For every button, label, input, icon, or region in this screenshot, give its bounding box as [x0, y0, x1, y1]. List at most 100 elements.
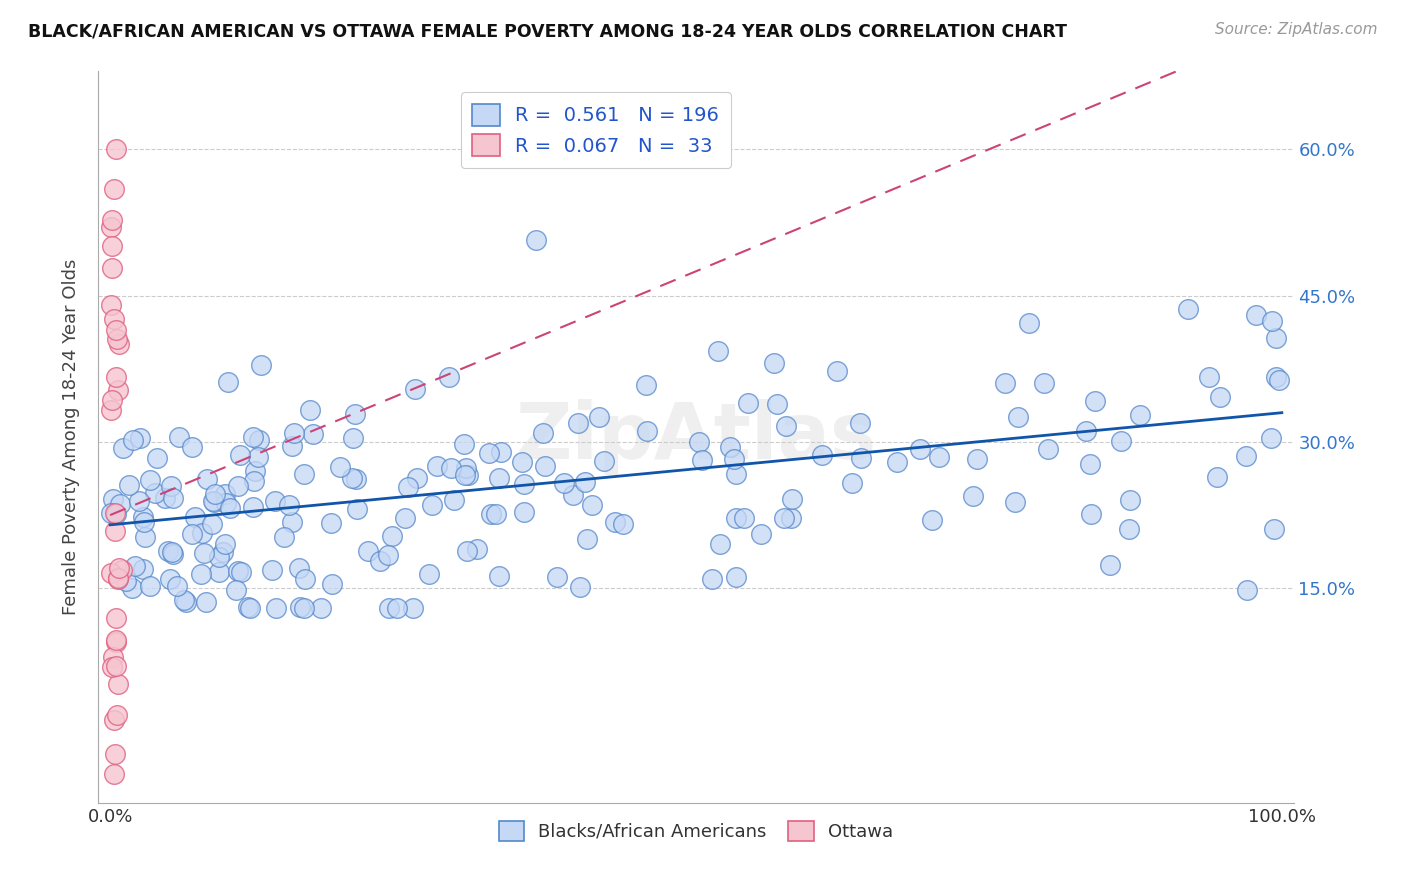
Point [107, 572, 129, 586]
Point [454, 461, 477, 475]
Point [281, 515, 304, 529]
Point [214, 537, 236, 551]
Point [531, 425, 554, 440]
Point [478, 446, 501, 460]
Point [775, 419, 797, 434]
Point [368, 554, 391, 568]
Point [1261, 314, 1284, 328]
Point [733, 511, 755, 525]
Point [1032, 376, 1054, 390]
Point [112, 441, 135, 455]
Point [288, 560, 311, 574]
Point [1004, 495, 1026, 509]
Y-axis label: Female Poverty Among 18-24 Year Olds: Female Poverty Among 18-24 Year Olds [62, 259, 80, 615]
Point [166, 579, 188, 593]
Point [101, 392, 124, 407]
Point [247, 450, 270, 464]
Point [569, 580, 592, 594]
Point [780, 511, 803, 525]
Point [1244, 308, 1267, 322]
Point [1264, 370, 1286, 384]
Point [1209, 391, 1232, 405]
Point [593, 454, 616, 468]
Point [465, 541, 488, 556]
Point [104, 610, 127, 624]
Point [1263, 522, 1285, 536]
Point [219, 501, 242, 516]
Point [491, 445, 513, 459]
Point [107, 677, 129, 691]
Point [231, 565, 253, 579]
Point [575, 532, 598, 546]
Point [700, 572, 723, 586]
Point [1109, 434, 1132, 448]
Point [225, 582, 247, 597]
Point [723, 452, 745, 467]
Point [143, 486, 166, 500]
Point [346, 501, 368, 516]
Point [243, 475, 266, 489]
Point [1129, 409, 1152, 423]
Point [245, 464, 267, 478]
Point [1098, 558, 1121, 572]
Point [457, 467, 479, 482]
Point [121, 581, 143, 595]
Point [1076, 424, 1098, 438]
Point [105, 332, 128, 346]
Point [456, 544, 478, 558]
Point [1007, 409, 1029, 424]
Point [567, 416, 589, 430]
Point [103, 506, 125, 520]
Point [229, 449, 252, 463]
Point [782, 491, 804, 506]
Point [146, 451, 169, 466]
Point [588, 409, 610, 424]
Point [1198, 370, 1220, 384]
Point [994, 376, 1017, 390]
Point [454, 468, 477, 483]
Point [484, 507, 506, 521]
Point [201, 517, 224, 532]
Point [1118, 492, 1140, 507]
Point [103, 766, 125, 780]
Point [426, 459, 449, 474]
Point [636, 378, 658, 392]
Point [488, 471, 510, 485]
Point [273, 531, 295, 545]
Point [162, 491, 184, 505]
Point [707, 343, 730, 358]
Point [420, 498, 443, 512]
Point [128, 494, 150, 508]
Point [103, 713, 125, 727]
Point [174, 595, 197, 609]
Point [160, 479, 183, 493]
Point [329, 460, 352, 475]
Point [292, 467, 315, 481]
Point [766, 397, 789, 411]
Point [512, 477, 534, 491]
Point [281, 439, 304, 453]
Point [100, 298, 122, 312]
Point [513, 505, 536, 519]
Point [479, 507, 502, 521]
Point [107, 561, 129, 575]
Point [264, 600, 287, 615]
Point [100, 220, 122, 235]
Point [288, 599, 311, 614]
Text: BLACK/AFRICAN AMERICAN VS OTTAWA FEMALE POVERTY AMONG 18-24 YEAR OLDS CORRELATIO: BLACK/AFRICAN AMERICAN VS OTTAWA FEMALE … [28, 22, 1067, 40]
Point [156, 543, 179, 558]
Text: ZipAtlas: ZipAtlas [516, 399, 876, 475]
Legend: Blacks/African Americans, Ottawa: Blacks/African Americans, Ottawa [492, 814, 900, 848]
Point [242, 500, 264, 514]
Point [153, 491, 176, 505]
Point [1177, 301, 1199, 316]
Point [195, 472, 218, 486]
Point [132, 562, 155, 576]
Point [1264, 331, 1286, 345]
Point [180, 440, 202, 454]
Point [401, 600, 423, 615]
Point [162, 547, 184, 561]
Point [510, 454, 533, 468]
Point [105, 507, 128, 521]
Point [1080, 507, 1102, 521]
